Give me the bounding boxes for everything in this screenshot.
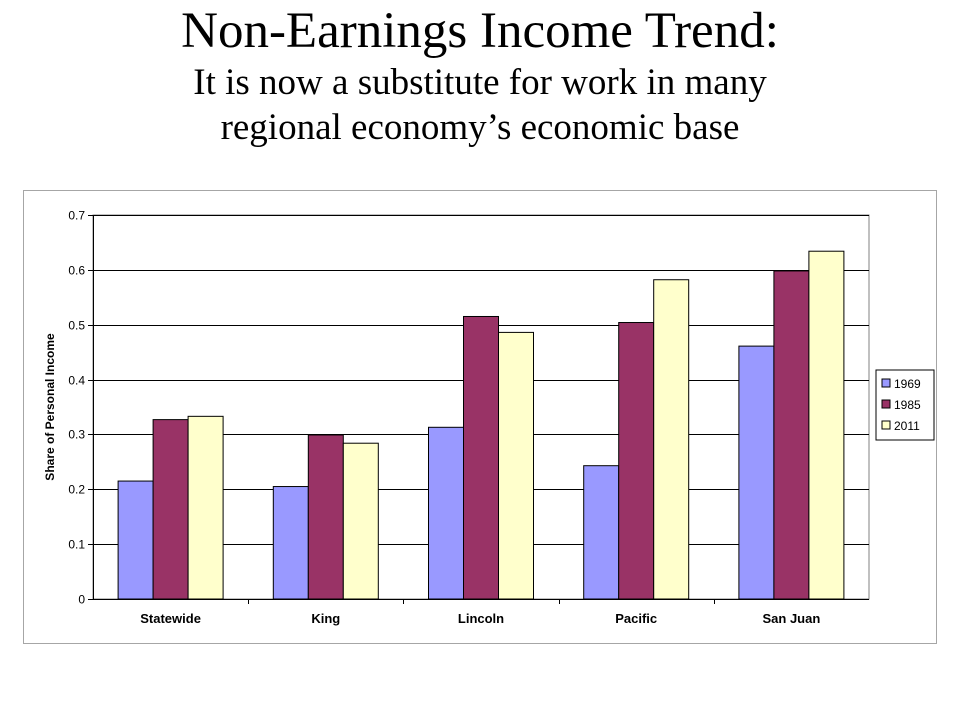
bar-1969 — [738, 345, 775, 600]
bar-1985 — [618, 322, 655, 600]
y-tick-label: 0.5 — [68, 319, 85, 333]
x-tick-label: King — [311, 611, 340, 626]
bar-1985 — [463, 315, 499, 600]
x-tick-label: San Juan — [763, 611, 821, 626]
legend-swatch-2011 — [881, 420, 891, 430]
y-axis-label: Share of Personal Income — [43, 333, 57, 481]
bar-1985 — [152, 419, 189, 600]
slide-subtitle-line-1: It is now a substitute for work in many — [193, 62, 767, 103]
bar-1985 — [307, 434, 344, 600]
bar-2011 — [498, 331, 534, 600]
bar-1985 — [773, 270, 810, 600]
y-tick-label: 0 — [78, 593, 85, 607]
bar-2011 — [808, 250, 845, 600]
legend-label-1969: 1969 — [894, 377, 921, 391]
y-tick-label: 0.4 — [68, 374, 85, 388]
bar-chart: 0 0.1 0.2 0.3 0.4 0.5 0.6 0.7 Share of Personal … — [43, 209, 935, 626]
bar-1969 — [272, 486, 309, 600]
slide-title: Non-Earnings Income Trend: — [181, 3, 779, 59]
bar-2011 — [187, 415, 224, 600]
chart-frame: 0 0.1 0.2 0.3 0.4 0.5 0.6 0.7 Share of Personal … — [23, 190, 937, 644]
y-tick-label: 0.1 — [68, 538, 85, 552]
legend-label-2011: 2011 — [894, 419, 920, 433]
y-tick-label: 0.2 — [68, 483, 85, 497]
bar-1969 — [117, 480, 154, 600]
x-tick-label: Statewide — [140, 611, 201, 626]
legend-swatch-1985 — [881, 399, 891, 409]
x-tick-label: Pacific — [615, 611, 657, 626]
slide-subtitle-line-2: regional economy’s economic base — [220, 107, 740, 148]
y-tick-label: 0.3 — [68, 428, 85, 442]
bar-1969 — [583, 465, 620, 600]
legend-swatch-1969 — [881, 378, 891, 388]
title-block: Non-Earnings Income Trend: It is now a s… — [0, 2, 960, 150]
bar-1969 — [428, 426, 464, 600]
y-tick-label: 0.6 — [68, 264, 85, 278]
y-tick-label: 0.7 — [68, 209, 85, 223]
bar-2011 — [653, 279, 690, 600]
x-tick-label: Lincoln — [458, 611, 504, 626]
bar-2011 — [342, 442, 379, 600]
legend-label-1985: 1985 — [894, 398, 921, 412]
